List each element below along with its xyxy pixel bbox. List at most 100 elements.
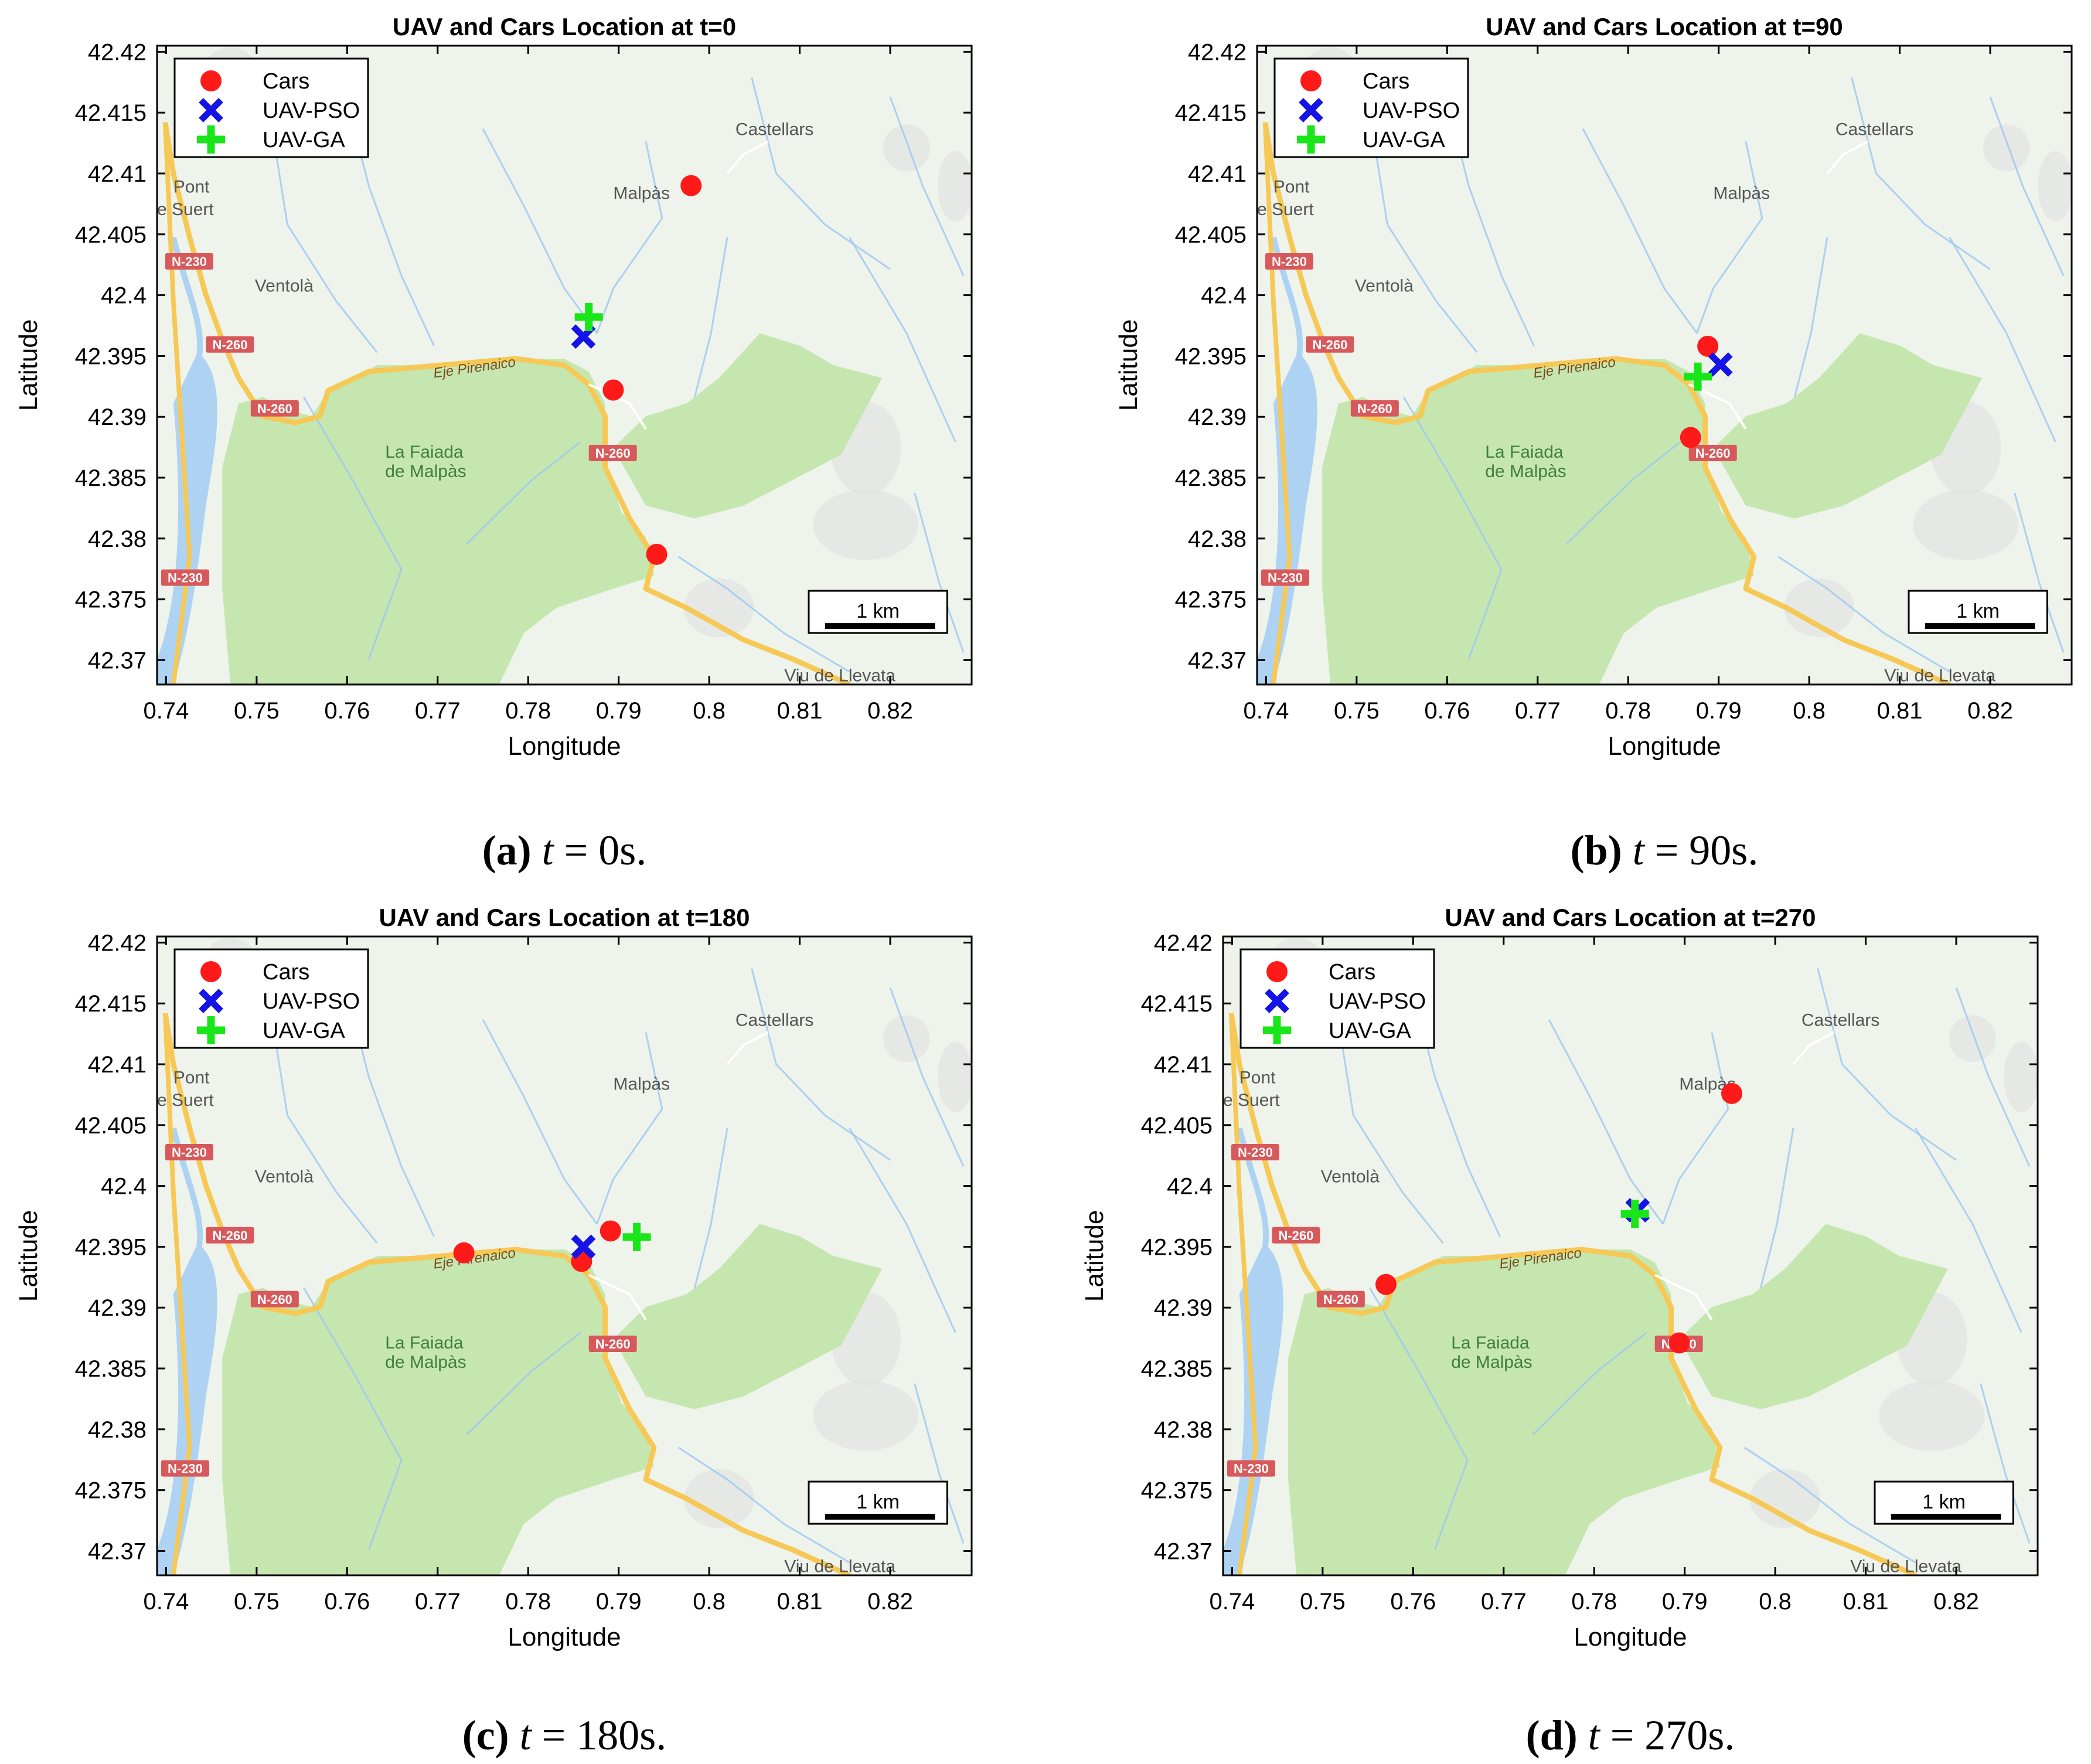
legend-marker-cars [1300, 70, 1322, 91]
y-tick-label: 42.38 [1188, 526, 1247, 552]
river [2014, 492, 2065, 653]
x-stroke [199, 98, 223, 122]
river [889, 987, 965, 1167]
y-tick-label: 42.42 [1188, 39, 1247, 65]
point-cars-1 [680, 175, 702, 196]
y-tick-label: 42.405 [75, 222, 147, 248]
road-badge-box [250, 400, 299, 417]
road-badge-box [1316, 1290, 1365, 1307]
legend-label-uav-pso: UAV-PSO [1363, 98, 1460, 123]
road-badge-label: N-260 [257, 401, 292, 416]
caption-variable: t [519, 1712, 532, 1759]
road-badge-box [165, 253, 213, 270]
scale-bar-label: 1 km [856, 1491, 900, 1513]
legend: Cars UAV-PSO UAV-GA [1273, 57, 1469, 158]
point-cars-2 [602, 379, 624, 401]
road-badge-label: N-260 [1312, 338, 1347, 352]
point-cars-1 [1721, 1082, 1742, 1104]
river [1582, 128, 1698, 334]
road-badge-n260_c: N-260 [1688, 445, 1737, 462]
y-tick-label: 42.42 [88, 930, 147, 956]
scale-bar: 1 km [808, 590, 948, 634]
x-tick-label: 0.76 [1390, 1589, 1436, 1615]
legend-marker-cars [1266, 961, 1288, 982]
river [849, 237, 956, 442]
road-badge-box [161, 1460, 209, 1477]
road-badge-n260_b: N-260 [250, 400, 299, 417]
place-label-faiada_1: La Faiada [385, 442, 464, 462]
scale-bar-label: 1 km [1922, 1491, 1966, 1513]
place-label-pont: Pont [1273, 178, 1310, 197]
scale-bar: 1 km [1874, 1480, 2014, 1525]
y-axis-label: Latitude [1114, 319, 1143, 411]
y-tick-label: 42.415 [1141, 991, 1213, 1017]
legend-label-cars: Cars [1363, 69, 1409, 94]
legend-marker-uav-pso [1299, 98, 1323, 122]
road-badge-n230_top: N-230 [1231, 1144, 1279, 1161]
river [1566, 441, 1681, 545]
place-label-pont: Pont [1239, 1068, 1276, 1088]
legend-label-cars: Cars [263, 69, 309, 94]
legend-marker-cars [200, 70, 222, 91]
x-stroke [1708, 352, 1733, 377]
road-badge-box [206, 1227, 254, 1244]
road-badge-n230_bottom: N-230 [1261, 569, 1309, 586]
place-label-castellars: Castellars [735, 120, 813, 139]
x-tick-label: 0.74 [144, 698, 189, 724]
y-tick-label: 42.38 [88, 526, 147, 552]
road-badge-label: N-230 [1272, 254, 1307, 269]
road-badge-label: N-260 [212, 338, 247, 352]
road-badge-label: N-260 [1695, 446, 1731, 461]
scale-bar-label: 1 km [856, 600, 900, 622]
legend: Cars UAV-PSO UAV-GA [1239, 948, 1435, 1049]
road-badge-n230_bottom: N-230 [161, 1460, 209, 1477]
legend-marker-uav-ga [197, 125, 225, 154]
road-badge-n230_top: N-230 [165, 253, 213, 270]
point-cars-2 [1680, 427, 1701, 448]
x-tick-label: 0.82 [1933, 1589, 1979, 1615]
place-label-pont: Pont [173, 1068, 210, 1088]
place-label-viu: Viu de Llevata [1884, 666, 1995, 686]
x-tick-label: 0.77 [415, 1589, 461, 1615]
river [482, 1019, 598, 1225]
local-road [726, 140, 769, 175]
relief-patch [1949, 1015, 1996, 1063]
legend-label-uav-pso: UAV-PSO [263, 98, 360, 123]
road-n230 [162, 1013, 192, 1575]
x-stroke [199, 989, 223, 1013]
river [1793, 237, 1828, 397]
caption-label: (c) [462, 1712, 509, 1759]
point-uav-pso-1 [1708, 352, 1733, 377]
y-tick-label: 42.4 [101, 1174, 147, 1200]
river [1368, 1287, 1469, 1550]
legend-label-uav-pso: UAV-PSO [1329, 989, 1426, 1014]
relief-patch [1784, 578, 1855, 638]
x-tick-label: 0.74 [1210, 1589, 1255, 1615]
x-tick-label: 0.76 [1424, 698, 1470, 724]
river [596, 141, 663, 334]
y-tick-label: 42.39 [88, 1295, 147, 1321]
road-badge-box [206, 336, 254, 353]
road-badge-label: N-230 [1268, 571, 1303, 585]
road-badge-box [1350, 400, 1399, 417]
place-label-faiada_1: La Faiada [385, 1333, 464, 1353]
river [466, 441, 581, 545]
relief-patch [1879, 1380, 1985, 1451]
relief-patch [813, 489, 919, 560]
x-axis-label: Longitude [508, 1623, 621, 1651]
y-tick-label: 42.4 [1167, 1174, 1213, 1200]
legend-label-uav-ga: UAV-GA [1329, 1019, 1411, 1043]
chart-panel-2: Castellars Malpàs Pont e Suert Ventolà La Fai… [1114, 13, 2073, 761]
river [1370, 122, 1478, 353]
legend-label-cars: Cars [1329, 960, 1375, 985]
road-badge-label: N-260 [595, 446, 631, 461]
road-badge-label: N-230 [168, 571, 203, 585]
chart-title: UAV and Cars Location at t=90 [1486, 13, 1843, 40]
y-tick-label: 42.405 [1141, 1113, 1213, 1139]
road-badge-box [250, 1290, 299, 1307]
road-badge-label: N-260 [1323, 1292, 1358, 1307]
road-n260 [162, 1013, 851, 1575]
forest-faiada [1288, 1249, 1720, 1575]
